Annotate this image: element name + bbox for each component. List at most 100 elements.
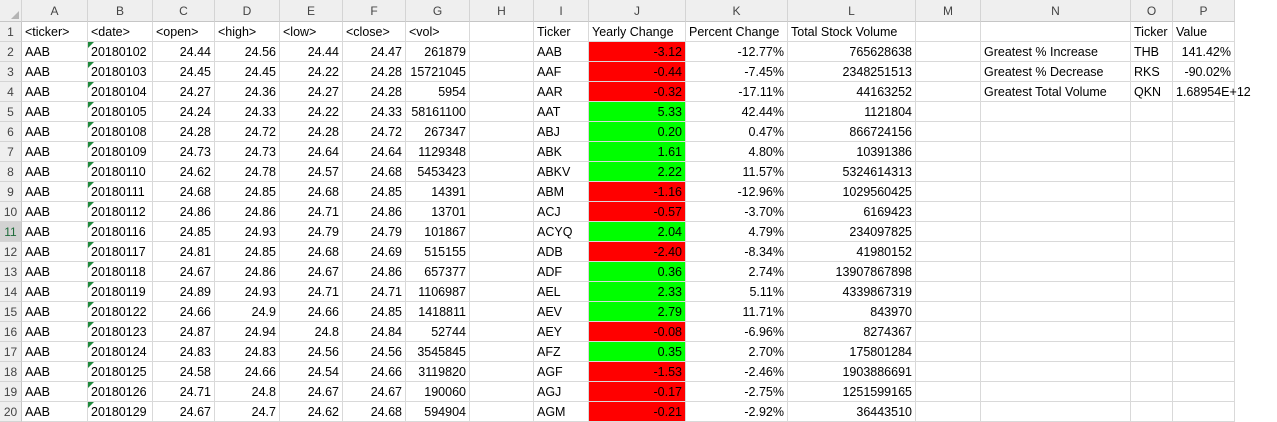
data-cell[interactable]: 594904: [406, 402, 470, 422]
grid-cell[interactable]: [981, 302, 1131, 322]
grid-cell[interactable]: [470, 242, 534, 262]
grid-cell[interactable]: [1173, 202, 1235, 222]
data-cell[interactable]: 24.66: [280, 302, 343, 322]
data-cell[interactable]: 24.57: [280, 162, 343, 182]
total-volume-cell[interactable]: 866724156: [788, 122, 916, 142]
row-header-11[interactable]: 11: [0, 222, 22, 242]
data-cell[interactable]: 24.72: [215, 122, 280, 142]
column-header-c[interactable]: C: [153, 0, 215, 22]
percent-change-cell[interactable]: 2.70%: [686, 342, 788, 362]
total-volume-cell[interactable]: 4339867319: [788, 282, 916, 302]
grid-cell[interactable]: [981, 162, 1131, 182]
row-header-17[interactable]: 17: [0, 342, 22, 362]
percent-change-cell[interactable]: 4.80%: [686, 142, 788, 162]
greatest-header-ticker[interactable]: Ticker: [1131, 22, 1173, 42]
grid-cell[interactable]: [1131, 322, 1173, 342]
data-cell[interactable]: 24.93: [215, 222, 280, 242]
column-header-d[interactable]: D: [215, 0, 280, 22]
row-header-10[interactable]: 10: [0, 202, 22, 222]
yearly-change-cell[interactable]: 0.35: [589, 342, 686, 362]
grid-cell[interactable]: [470, 342, 534, 362]
row-header-7[interactable]: 7: [0, 142, 22, 162]
grid-cell[interactable]: [1131, 242, 1173, 262]
data-cell[interactable]: 24.72: [343, 122, 406, 142]
data-cell[interactable]: 24.81: [153, 242, 215, 262]
data-cell[interactable]: 24.73: [153, 142, 215, 162]
data-cell[interactable]: 24.87: [153, 322, 215, 342]
data-cell[interactable]: 24.8: [280, 322, 343, 342]
select-all-corner[interactable]: [0, 0, 22, 22]
data-cell[interactable]: 52744: [406, 322, 470, 342]
summary-ticker-cell[interactable]: ADB: [534, 242, 589, 262]
percent-change-cell[interactable]: -6.96%: [686, 322, 788, 342]
data-header-cell[interactable]: <low>: [280, 22, 343, 42]
data-cell[interactable]: 24.86: [343, 202, 406, 222]
data-cell[interactable]: 24.68: [343, 162, 406, 182]
grid-cell[interactable]: [916, 282, 981, 302]
data-cell[interactable]: AAB: [22, 282, 88, 302]
data-header-cell[interactable]: <ticker>: [22, 22, 88, 42]
grid-cell[interactable]: [470, 22, 534, 42]
data-cell[interactable]: 5954: [406, 82, 470, 102]
summary-ticker-cell[interactable]: AGJ: [534, 382, 589, 402]
grid-cell[interactable]: [1173, 102, 1235, 122]
percent-change-cell[interactable]: 4.79%: [686, 222, 788, 242]
summary-ticker-cell[interactable]: AGM: [534, 402, 589, 422]
data-header-cell[interactable]: <close>: [343, 22, 406, 42]
total-volume-cell[interactable]: 13907867898: [788, 262, 916, 282]
data-cell[interactable]: 261879: [406, 42, 470, 62]
yearly-change-cell[interactable]: -2.40: [589, 242, 686, 262]
greatest-label-cell[interactable]: Greatest % Decrease: [981, 62, 1131, 82]
data-cell[interactable]: 24.83: [153, 342, 215, 362]
row-header-3[interactable]: 3: [0, 62, 22, 82]
percent-change-cell[interactable]: -12.77%: [686, 42, 788, 62]
grid-cell[interactable]: [470, 122, 534, 142]
data-cell[interactable]: 24.56: [280, 342, 343, 362]
row-header-19[interactable]: 19: [0, 382, 22, 402]
grid-cell[interactable]: [1173, 402, 1235, 422]
data-cell[interactable]: 24.71: [280, 202, 343, 222]
grid-cell[interactable]: [1131, 142, 1173, 162]
grid-cell[interactable]: [470, 302, 534, 322]
data-cell[interactable]: 24.71: [280, 282, 343, 302]
summary-ticker-cell[interactable]: AEY: [534, 322, 589, 342]
data-cell[interactable]: 24.56: [215, 42, 280, 62]
summary-ticker-cell[interactable]: AAF: [534, 62, 589, 82]
percent-change-cell[interactable]: -17.11%: [686, 82, 788, 102]
row-header-4[interactable]: 4: [0, 82, 22, 102]
data-header-cell[interactable]: <date>: [88, 22, 153, 42]
total-volume-cell[interactable]: 1029560425: [788, 182, 916, 202]
data-cell[interactable]: 24.27: [153, 82, 215, 102]
data-cell[interactable]: 24.94: [215, 322, 280, 342]
column-header-g[interactable]: G: [406, 0, 470, 22]
data-cell[interactable]: 20180124: [88, 342, 153, 362]
data-cell[interactable]: AAB: [22, 122, 88, 142]
greatest-value-cell[interactable]: 141.42%: [1173, 42, 1235, 62]
data-cell[interactable]: 20180105: [88, 102, 153, 122]
data-cell[interactable]: 20180126: [88, 382, 153, 402]
greatest-ticker-cell[interactable]: THB: [1131, 42, 1173, 62]
grid-cell[interactable]: [1173, 342, 1235, 362]
data-cell[interactable]: 24.69: [343, 242, 406, 262]
data-cell[interactable]: 13701: [406, 202, 470, 222]
greatest-header-value[interactable]: Value: [1173, 22, 1235, 42]
grid-cell[interactable]: [1173, 162, 1235, 182]
grid-cell[interactable]: [981, 202, 1131, 222]
total-volume-cell[interactable]: 843970: [788, 302, 916, 322]
data-cell[interactable]: 24.67: [280, 262, 343, 282]
data-cell[interactable]: 20180125: [88, 362, 153, 382]
summary-ticker-cell[interactable]: AGF: [534, 362, 589, 382]
data-header-cell[interactable]: <high>: [215, 22, 280, 42]
total-volume-cell[interactable]: 6169423: [788, 202, 916, 222]
yearly-change-cell[interactable]: 2.33: [589, 282, 686, 302]
row-header-15[interactable]: 15: [0, 302, 22, 322]
grid-cell[interactable]: [1131, 122, 1173, 142]
column-header-k[interactable]: K: [686, 0, 788, 22]
yearly-change-cell[interactable]: 2.04: [589, 222, 686, 242]
column-header-e[interactable]: E: [280, 0, 343, 22]
percent-change-cell[interactable]: 2.74%: [686, 262, 788, 282]
data-cell[interactable]: AAB: [22, 222, 88, 242]
row-header-9[interactable]: 9: [0, 182, 22, 202]
grid-cell[interactable]: [1173, 302, 1235, 322]
